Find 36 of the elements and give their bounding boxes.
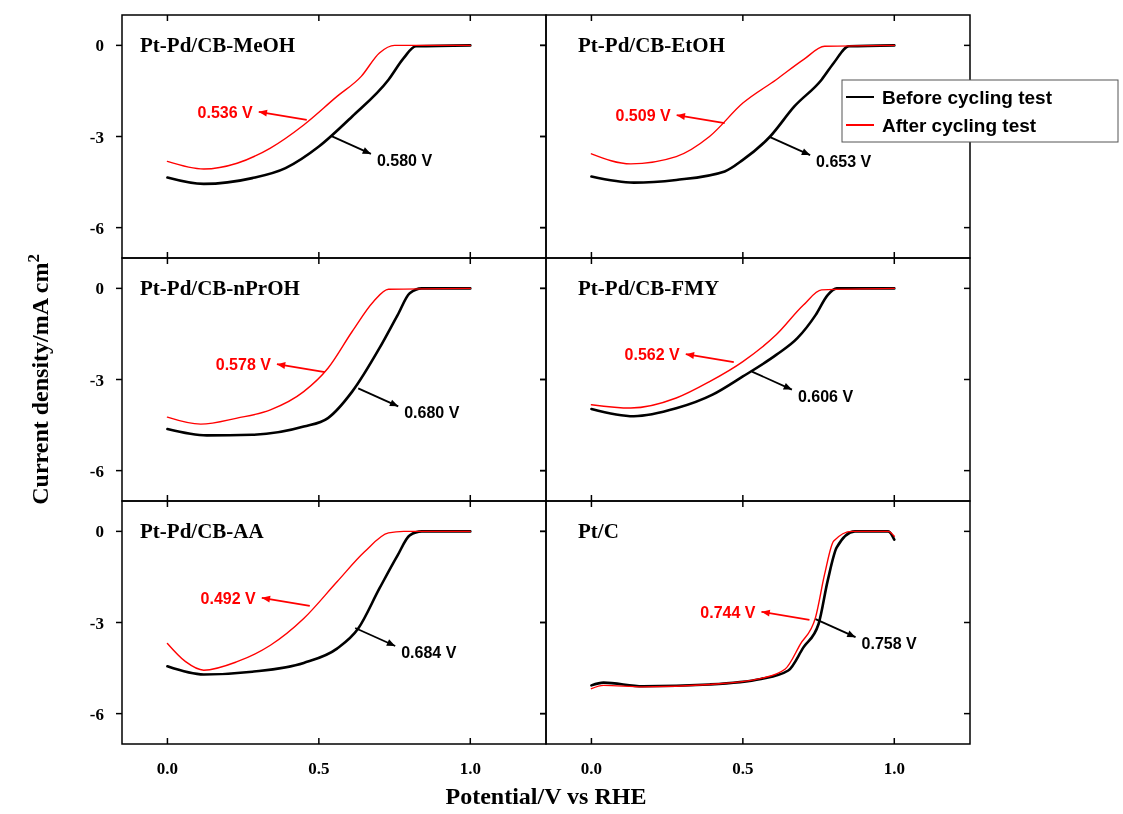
annotation: 0.578 V	[215, 356, 272, 374]
x-tick-label: 1.0	[883, 759, 905, 778]
annotation: 0.744 V	[700, 603, 756, 621]
legend-label: Before cycling test	[882, 87, 1053, 108]
text: Pt-Pd/CB-nPrOH	[140, 276, 300, 300]
text: Pt-Pd/CB-EtOH	[578, 33, 725, 57]
x-tick-label: 0.0	[156, 759, 179, 778]
text: Pt-Pd/CB-FMY	[578, 276, 720, 300]
x-tick-label: 0.5	[308, 759, 330, 778]
y-tick-label: -6	[89, 218, 104, 238]
y-tick-label: 0	[95, 522, 104, 542]
x-axis-title: Potential/V vs RHE	[445, 783, 647, 809]
y-tick-label: 0	[95, 279, 104, 299]
annotation: 0.680 V	[404, 404, 460, 422]
y-tick-label: -6	[89, 461, 104, 481]
annotation: 0.492 V	[200, 589, 257, 607]
text: Pt/C	[578, 519, 619, 543]
annotation: 0.606 V	[797, 387, 854, 405]
annotation: 0.509 V	[615, 107, 672, 125]
y-tick-label: -6	[89, 704, 104, 724]
x-tick-label: 0.5	[732, 759, 754, 778]
y-tick-label: -3	[89, 613, 104, 633]
text: Pt-Pd/CB-MeOH	[140, 33, 296, 57]
annotation: 0.562 V	[624, 346, 681, 364]
annotation: 0.684 V	[401, 643, 457, 661]
annotation: 0.653 V	[816, 153, 872, 171]
y-tick-label: -3	[89, 127, 104, 147]
y-tick-label: 0	[95, 36, 104, 56]
annotation: 0.536 V	[197, 103, 254, 121]
legend-label: After cycling test	[882, 115, 1037, 136]
text: Pt-Pd/CB-AA	[140, 519, 265, 543]
x-tick-label: 1.0	[459, 759, 481, 778]
annotation: 0.758 V	[861, 635, 918, 653]
annotation: 0.580 V	[376, 151, 433, 169]
x-tick-label: 0.0	[580, 759, 603, 778]
y-tick-label: -3	[89, 370, 104, 390]
